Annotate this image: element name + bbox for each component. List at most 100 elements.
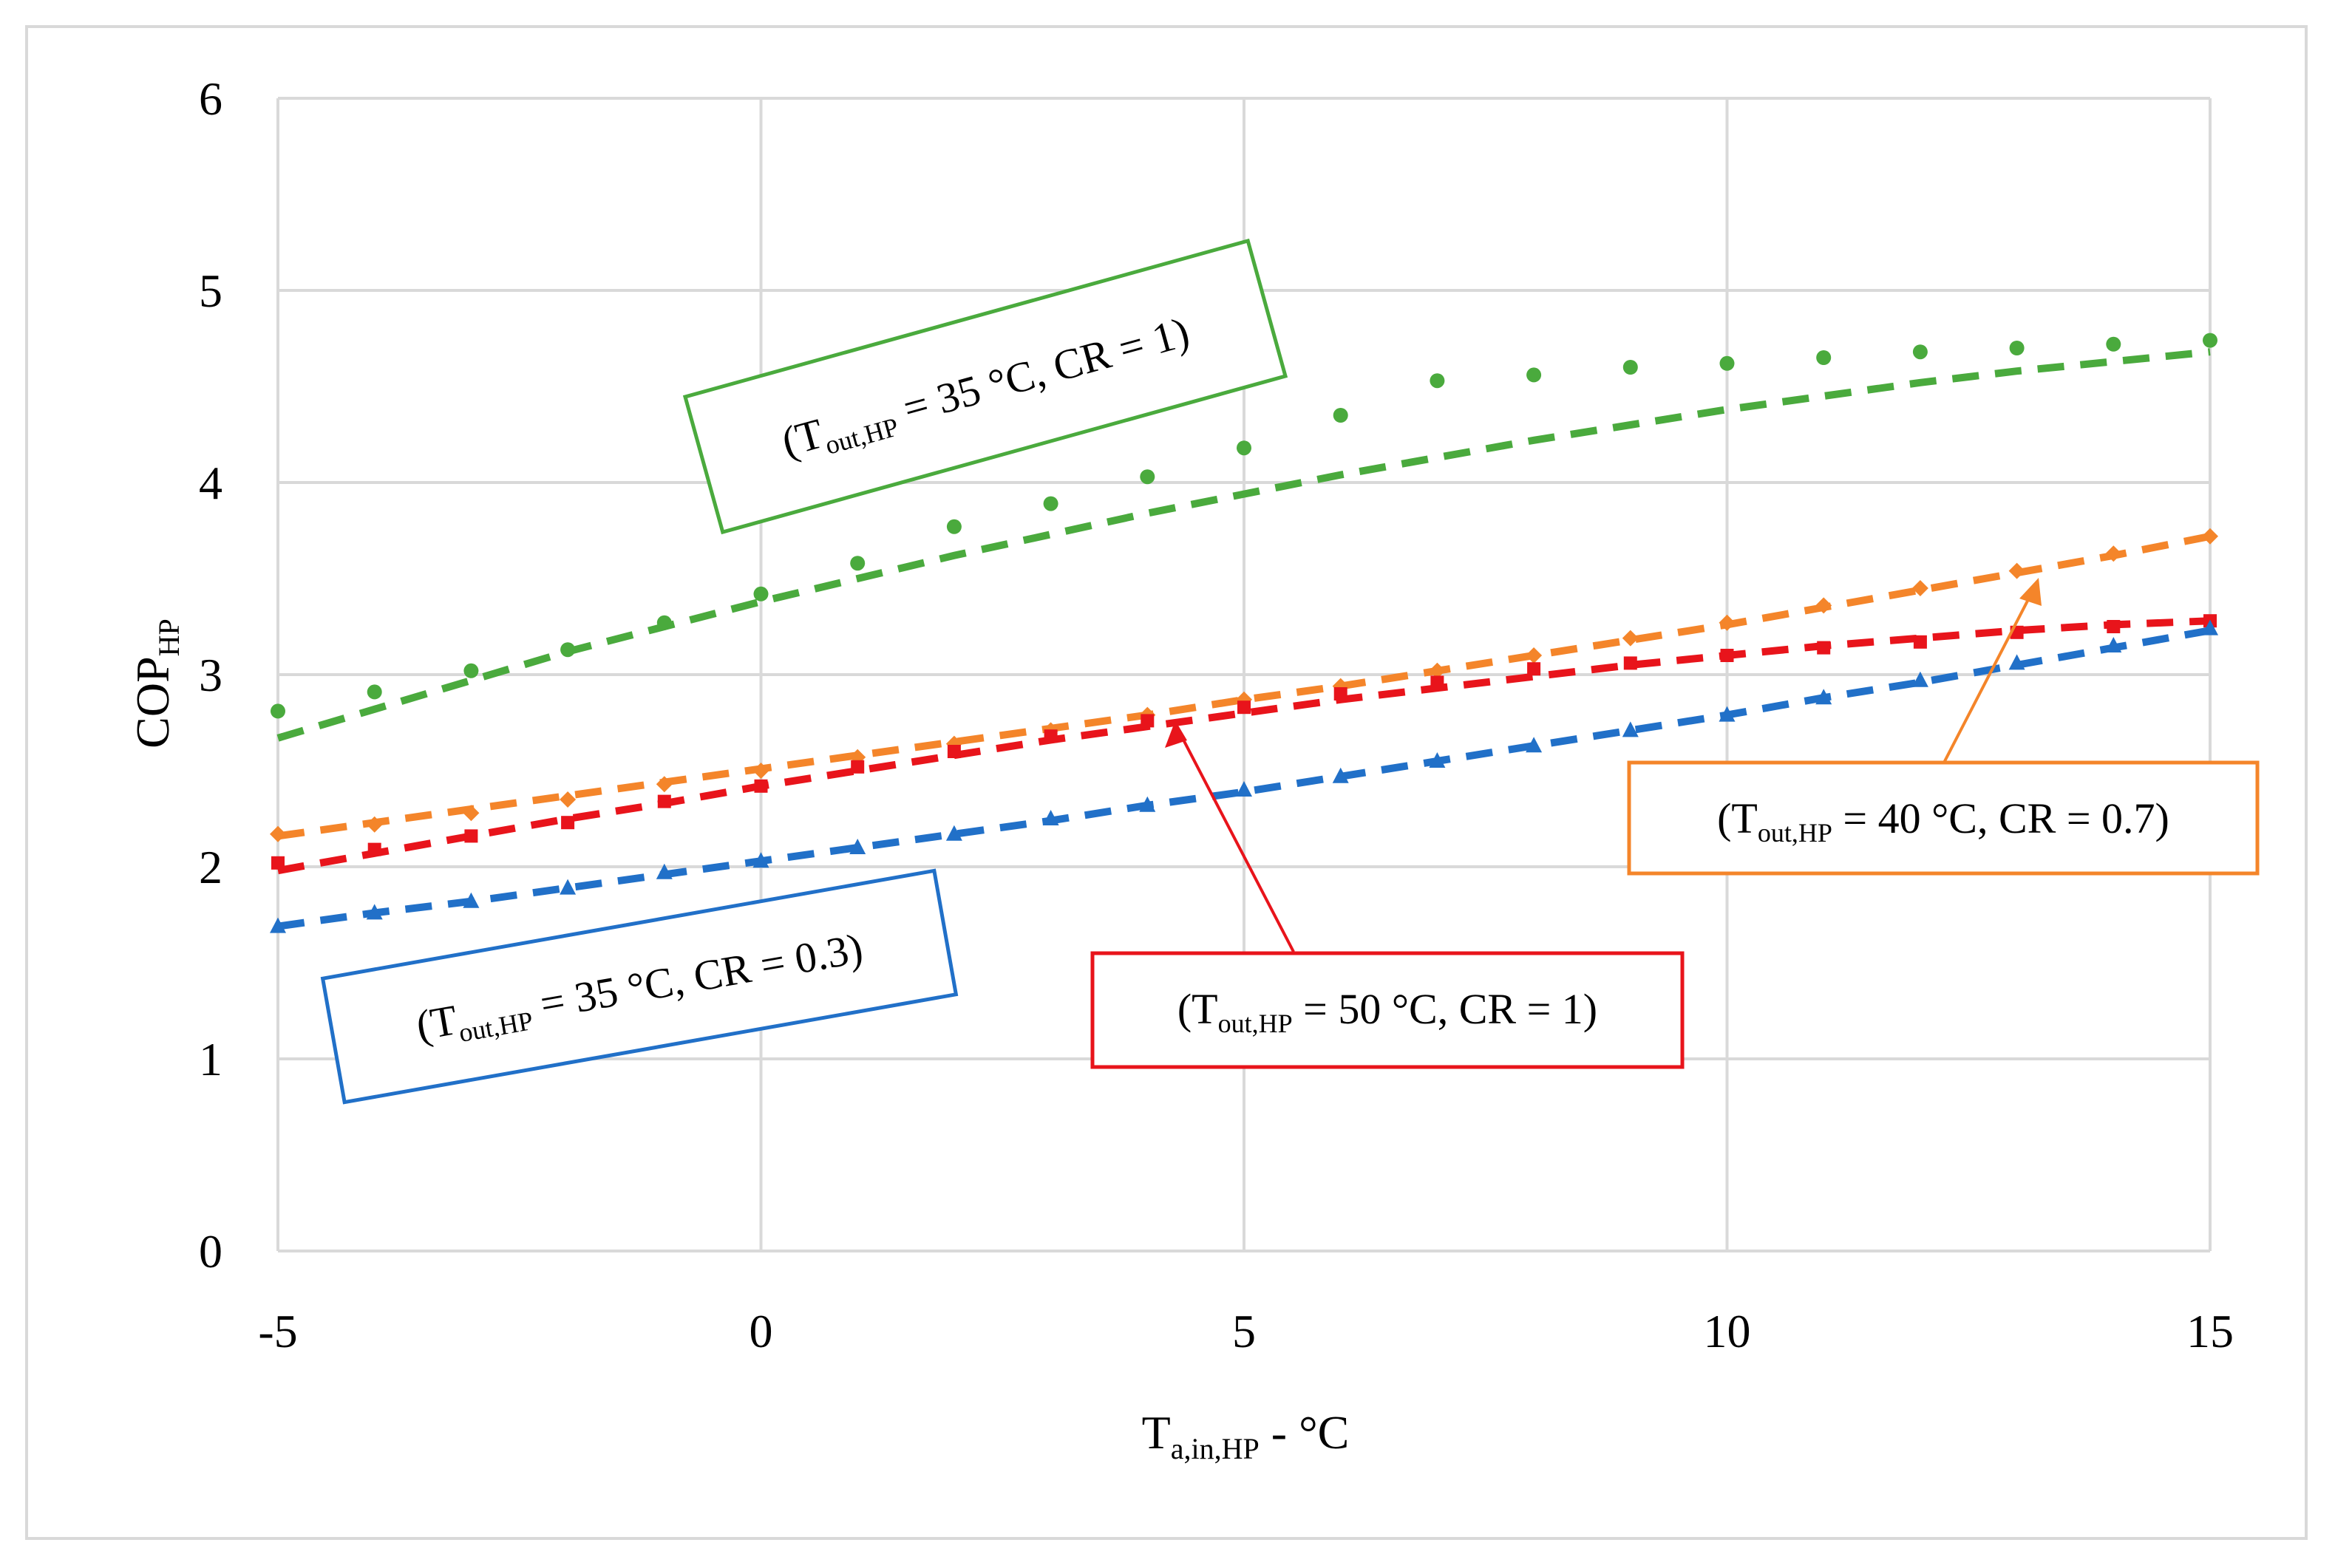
data-point [463, 805, 480, 822]
data-point [367, 684, 382, 700]
annotation-green: (Tout,HP = 35 °C, CR = 1) [682, 238, 1288, 535]
data-point [2008, 654, 2025, 670]
data-point [2202, 528, 2218, 545]
annotation-orange-box [1627, 760, 2260, 876]
data-point [464, 829, 478, 843]
y-axis-title: COPHP [126, 618, 186, 749]
data-point [1526, 737, 1543, 753]
series-layer [270, 333, 2218, 933]
trend-line [277, 627, 2211, 930]
annotation-orange-arrow [1943, 583, 2038, 763]
data-point [1526, 367, 1542, 383]
annotation-blue: (Tout,HP = 35 °C, CR = 0.3) [320, 868, 959, 1105]
data-point [851, 760, 865, 774]
y-tick-label: 4 [199, 457, 222, 509]
data-point [752, 852, 769, 868]
y-tick-label: 2 [199, 841, 222, 893]
data-point [657, 794, 671, 808]
y-tick-label: 6 [199, 72, 222, 125]
data-point [2105, 637, 2122, 652]
data-point [367, 842, 381, 856]
data-point [1719, 706, 1736, 722]
data-point [1817, 641, 1831, 655]
data-point [1622, 360, 1638, 375]
data-point [1622, 721, 1639, 737]
series-square [271, 614, 2217, 875]
annotation-red-arrowhead [1165, 720, 1187, 748]
data-point [945, 825, 962, 841]
data-point [1332, 767, 1349, 783]
data-point [1237, 440, 1251, 456]
data-point [1429, 662, 1446, 679]
data-point [1719, 614, 1736, 631]
data-point [271, 856, 285, 870]
data-point [1816, 350, 1832, 365]
data-point [1139, 796, 1156, 812]
data-point [1719, 355, 1735, 371]
data-point [1141, 714, 1155, 728]
data-point [752, 763, 769, 779]
data-point [1911, 580, 1928, 596]
data-point [849, 839, 866, 854]
data-point [946, 519, 962, 534]
y-tick-label: 0 [199, 1225, 222, 1278]
data-point [1623, 656, 1637, 670]
data-point [463, 892, 480, 908]
data-point [270, 825, 286, 842]
y-axis-ticks: 0 1 2 3 4 5 6 [199, 72, 222, 1278]
data-point [1527, 662, 1541, 676]
data-point [1429, 752, 1446, 768]
data-point [1720, 649, 1734, 662]
data-point [463, 663, 479, 678]
data-point [1140, 469, 1155, 485]
data-point [1333, 687, 1347, 701]
data-point [850, 556, 866, 571]
data-point [1526, 647, 1543, 664]
data-point [2008, 562, 2025, 579]
data-point [2009, 341, 2025, 355]
x-tick-label: 0 [750, 1305, 773, 1357]
data-point [1333, 408, 1348, 423]
data-point [2106, 336, 2121, 352]
annotation-red: (Tout,HP = 50 °C, CR = 1) [1090, 720, 1685, 1069]
data-point [560, 879, 577, 895]
y-tick-label: 3 [199, 649, 222, 701]
x-tick-label: -5 [258, 1305, 297, 1357]
data-point [656, 863, 673, 879]
data-point [1815, 597, 1832, 614]
data-point [1044, 729, 1058, 743]
data-point [366, 904, 383, 920]
data-point [2203, 333, 2217, 348]
data-point [2202, 619, 2218, 635]
y-tick-label: 1 [199, 1033, 222, 1085]
x-tick-label: 15 [2186, 1305, 2234, 1357]
x-tick-label: 10 [1704, 1305, 1751, 1357]
trend-line [277, 532, 2211, 840]
data-point [561, 816, 575, 830]
data-point [753, 586, 769, 601]
data-point [947, 745, 961, 758]
annotation-red-arrow [1174, 723, 1295, 952]
data-point [656, 776, 673, 793]
annotation-orange: (Tout,HP = 40 °C, CR = 0.7) [1627, 578, 2260, 876]
data-point [1913, 635, 1927, 649]
data-point [2107, 620, 2121, 633]
data-point [366, 816, 383, 833]
annotation-red-box [1090, 951, 1685, 1069]
data-point [1042, 810, 1059, 825]
data-point [1912, 344, 1928, 360]
annotation-orange-text: (Tout,HP = 40 °C, CR = 0.7) [1717, 794, 2169, 848]
data-point [656, 615, 672, 630]
series-circle [271, 333, 2217, 742]
data-point [271, 703, 285, 719]
annotation-red-text: (Tout,HP = 50 °C, CR = 1) [1177, 985, 1597, 1038]
data-point [1430, 373, 1445, 389]
data-point [1430, 675, 1444, 689]
data-point [1911, 671, 1928, 687]
data-point [1622, 630, 1639, 647]
data-point [560, 642, 576, 658]
x-axis-title: Ta,in,HP - °C [1142, 1406, 1350, 1465]
data-point [1236, 781, 1252, 797]
annotation-orange-arrowhead [2019, 578, 2042, 606]
